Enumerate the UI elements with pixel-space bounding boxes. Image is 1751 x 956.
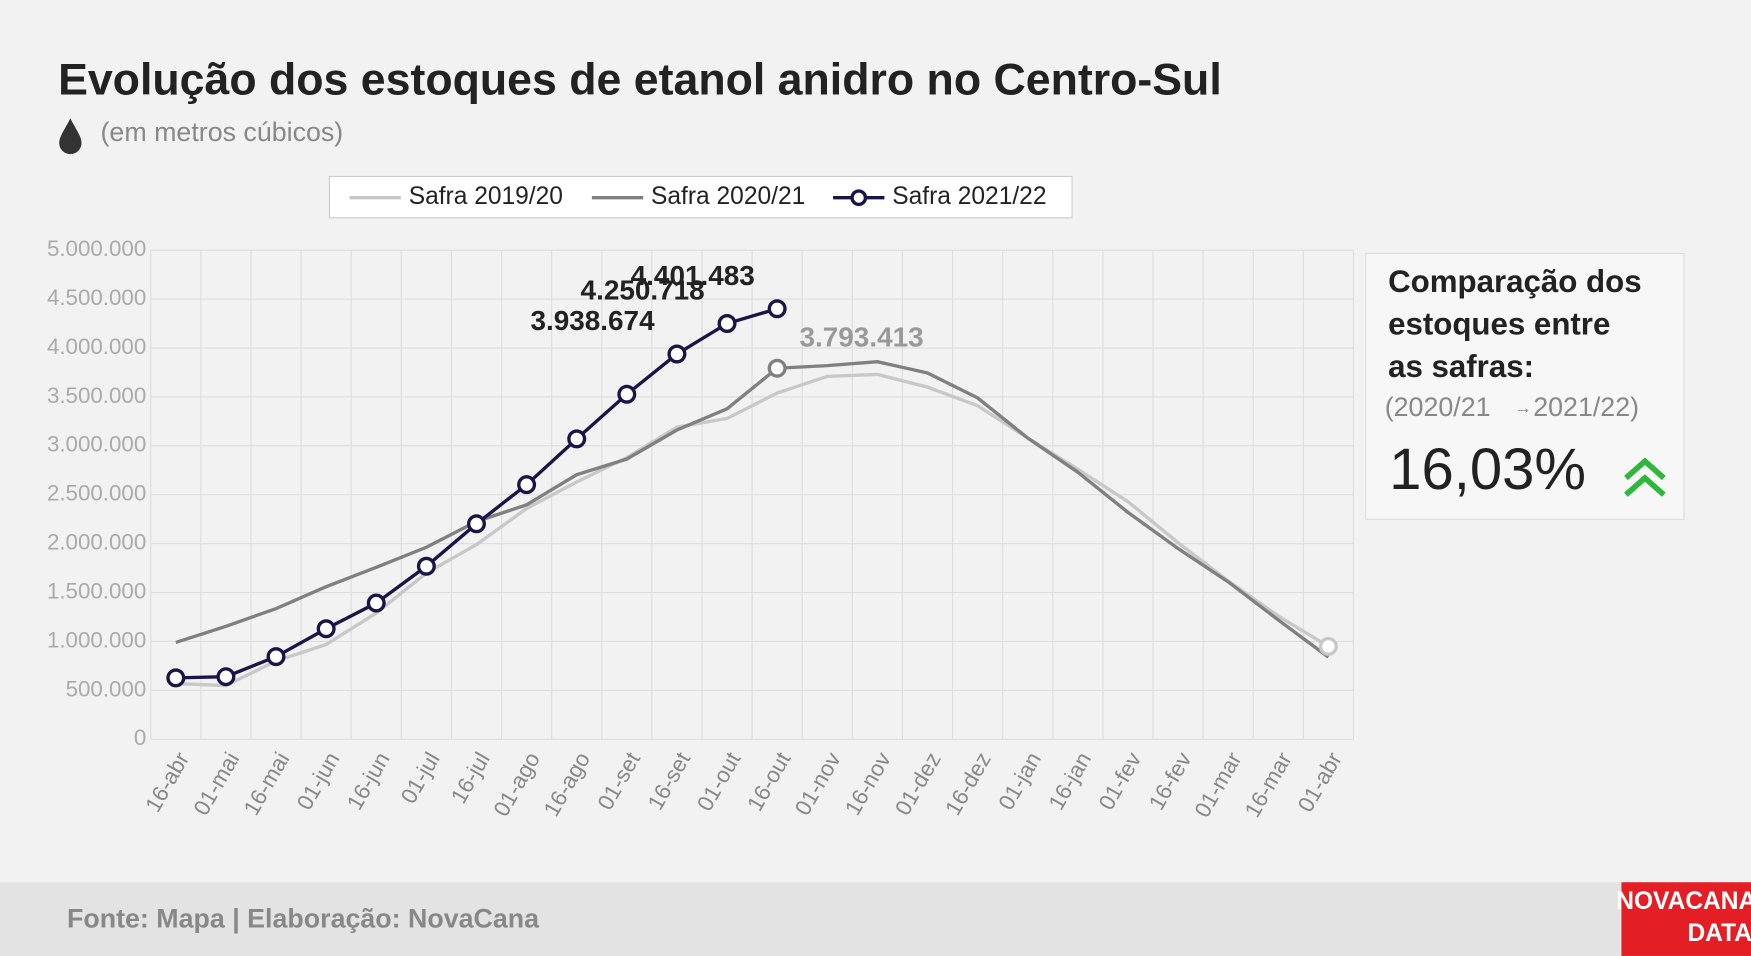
data-label: 3.938.674 (530, 305, 655, 336)
point (466, 514, 486, 534)
legend-marker (850, 189, 868, 207)
chart-title: Evolução dos estoques de etanol anidro n… (58, 55, 1222, 104)
point (216, 667, 236, 687)
y-tick-label: 3.000.000 (47, 432, 146, 457)
logo (1621, 882, 1751, 956)
point (517, 475, 537, 495)
panel-to: 2021/22) (1533, 392, 1639, 422)
logo-text: NOVACANA (1616, 888, 1751, 915)
y-tick-label: 4.500.000 (47, 285, 146, 310)
line-series (175, 360, 1330, 659)
y-tick-label: 1.000.000 (47, 627, 146, 652)
point (767, 358, 787, 378)
point (667, 344, 687, 364)
point (717, 313, 737, 333)
data-label: 3.793.413 (799, 322, 923, 353)
point (266, 647, 286, 667)
panel-title: estoques entre (1388, 306, 1610, 341)
panel-title: Comparação dos (1388, 264, 1642, 299)
y-tick-label: 5.000.000 (47, 236, 146, 261)
point (366, 593, 386, 613)
y-tick-label: 2.500.000 (47, 481, 146, 506)
line-series (175, 372, 1330, 688)
footer-bar (0, 882, 1751, 956)
legend (328, 175, 1073, 219)
y-tick-label: 0 (134, 725, 146, 750)
y-tick-label: 2.000.000 (47, 530, 146, 555)
y-tick-label: 500.000 (66, 676, 147, 701)
point (767, 299, 787, 319)
y-tick-label: 1.500.000 (47, 578, 146, 603)
y-tick-label: 4.000.000 (47, 334, 146, 359)
legend-label: Safra 2021/22 (892, 183, 1046, 210)
point (166, 668, 186, 688)
point (316, 619, 336, 639)
logo-text: DATA (1687, 920, 1751, 947)
chart-subtitle: (em metros cúbicos) (101, 117, 344, 147)
point (567, 429, 587, 449)
panel-change: 16,03% (1389, 437, 1586, 502)
y-tick-label: 3.500.000 (47, 383, 146, 408)
panel-arrow: → (1514, 397, 1532, 417)
panel-from: (2020/21 (1385, 392, 1491, 422)
up-icon (1624, 457, 1666, 497)
legend-label: Safra 2019/20 (409, 183, 563, 210)
point (1318, 636, 1338, 656)
drop-icon (59, 118, 82, 155)
legend-label: Safra 2020/21 (651, 183, 805, 210)
point (416, 556, 436, 576)
data-label: 4.401.483 (631, 260, 755, 291)
point (617, 384, 637, 404)
footer-source: Fonte: Mapa | Elaboração: NovaCana (67, 903, 540, 933)
panel-title: as safras: (1388, 349, 1534, 384)
data-label: 4.250.718 (581, 275, 705, 306)
